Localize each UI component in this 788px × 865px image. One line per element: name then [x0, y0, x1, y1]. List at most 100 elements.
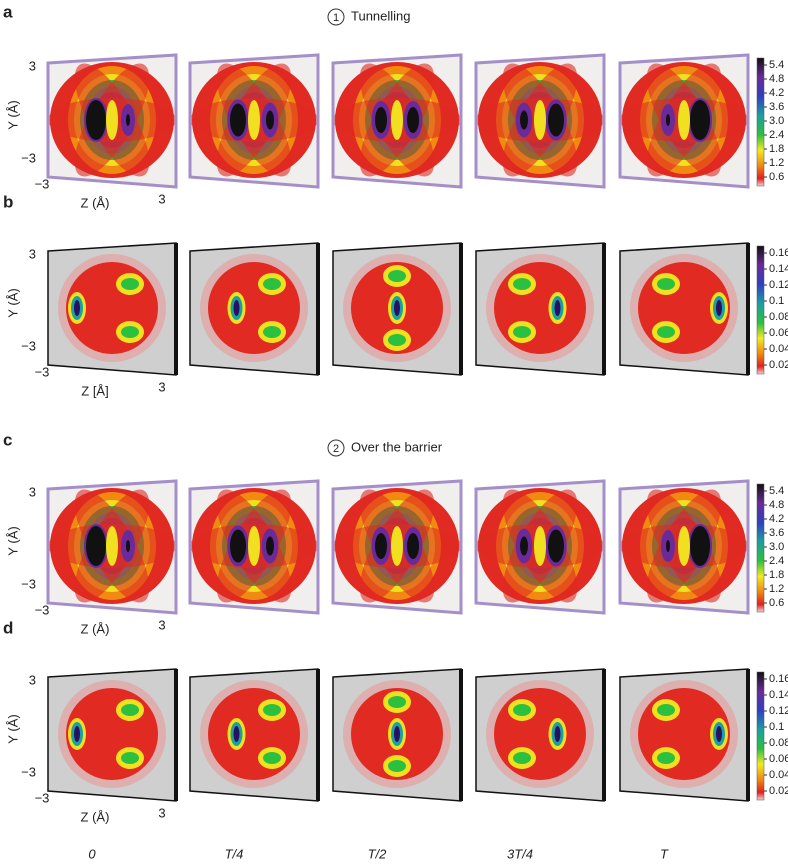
heatmap-spot [388, 270, 406, 282]
y-tick-label: −3 [21, 338, 36, 353]
y-axis-label: Y (Å) [5, 288, 20, 317]
time-label: T/4 [225, 846, 244, 861]
heatmap-panel [190, 481, 318, 613]
y-axis-label: Y (Å) [5, 526, 20, 555]
panel-label: c [3, 430, 12, 449]
x-tick-label: 3 [158, 379, 165, 394]
colorbar-tick-label: 0.16 [769, 673, 788, 685]
x-tick-label: −3 [35, 176, 50, 191]
heatmap-spot [74, 726, 80, 742]
colorbar-tick-label: 3.0 [769, 115, 784, 127]
heatmap-spot [657, 704, 675, 716]
y-tick-label: 3 [29, 58, 36, 73]
heatmap-panel [48, 243, 176, 375]
heatmap-core [126, 540, 130, 552]
heatmap-spot [263, 278, 281, 290]
heatmap-blob [494, 688, 586, 780]
header-title: Over the barrier [351, 439, 443, 454]
colorbar-tick-label: 0.12 [769, 279, 788, 291]
heatmap-panel [333, 481, 461, 613]
colorbar-tick-label: 0.04 [769, 769, 788, 781]
heatmap-core [230, 529, 246, 563]
heatmap-spot [388, 760, 406, 772]
heatmap-center [391, 100, 403, 140]
colorbar-tick-label: 0.02 [769, 785, 788, 797]
heatmap-panel [333, 669, 461, 801]
header-title: Tunnelling [351, 8, 411, 23]
heatmap-spot [388, 696, 406, 708]
heatmap-spot [394, 300, 400, 316]
heatmap-panel [333, 243, 461, 375]
colorbar-tick-label: 0.06 [769, 753, 788, 765]
colorbar-tick-label: 0.14 [769, 263, 788, 275]
x-tick-label: −3 [35, 364, 50, 379]
colorbar-tick-label: 0.06 [769, 327, 788, 339]
panel-frame [188, 53, 320, 189]
heatmap-core [266, 536, 274, 556]
heatmap-panel [476, 669, 604, 801]
heatmap-core [266, 110, 274, 130]
heatmap-panel [620, 481, 748, 613]
colorbar-tick-label: 0.08 [769, 311, 788, 323]
heatmap-core [375, 107, 387, 133]
heatmap-panel [48, 55, 176, 187]
heatmap-spot [263, 752, 281, 764]
heatmap-core [548, 529, 564, 563]
colorbar-tick-label: 0.02 [769, 359, 788, 371]
colorbar-tick-label: 4.8 [769, 499, 784, 511]
heatmap-panel [190, 55, 318, 187]
heatmap-spot [513, 326, 531, 338]
panel-frame [46, 53, 178, 189]
panel-label: b [3, 192, 13, 211]
colorbar-tick-label: 1.2 [769, 157, 784, 169]
heatmap-core [520, 536, 528, 556]
panel-frame [331, 53, 463, 189]
heatmap-spot [657, 752, 675, 764]
x-tick-label: −3 [35, 790, 50, 805]
heatmap-spot [121, 326, 139, 338]
y-axis-label: Y (Å) [5, 100, 20, 129]
heatmap-core [375, 533, 387, 559]
colorbar-tick-label: 1.8 [769, 143, 784, 155]
x-tick-label: 3 [158, 191, 165, 206]
heatmap-spot [121, 752, 139, 764]
time-label: T/2 [368, 846, 388, 861]
heatmap-panel [476, 243, 604, 375]
heatmap-core [690, 100, 710, 140]
header-number: 2 [333, 443, 339, 455]
heatmap-panel [333, 55, 461, 187]
y-tick-label: −3 [21, 576, 36, 591]
heatmap-spot [121, 704, 139, 716]
panel-label: d [3, 618, 13, 637]
heatmap-spot [657, 326, 675, 338]
colorbar [756, 57, 765, 187]
colorbar-tick-label: 0.16 [769, 247, 788, 259]
colorbar-tick-label: 0.14 [769, 689, 788, 701]
heatmap-spot [394, 726, 400, 742]
heatmap-panel [620, 669, 748, 801]
heatmap-core [520, 110, 528, 130]
heatmap-blob [208, 262, 300, 354]
heatmap-spot [657, 278, 675, 290]
panel-frame [618, 479, 750, 615]
time-label: 0 [88, 846, 96, 861]
panel-frame [46, 479, 178, 615]
time-label: T [660, 846, 669, 861]
heatmap-center [534, 526, 546, 566]
colorbar-tick-label: 0.04 [769, 343, 788, 355]
heatmap-spot [716, 300, 722, 316]
y-tick-label: 3 [29, 484, 36, 499]
heatmap-panel [620, 243, 748, 375]
heatmap-core [230, 103, 246, 137]
heatmap-panel [48, 481, 176, 613]
heatmap-blob [494, 262, 586, 354]
heatmap-spot [388, 334, 406, 346]
heatmap-center [678, 100, 690, 140]
x-axis-label: Z [Å] [81, 383, 108, 398]
colorbar-tick-label: 5.4 [769, 59, 784, 71]
x-tick-label: −3 [35, 602, 50, 617]
colorbar-tick-label: 3.0 [769, 541, 784, 553]
colorbar-tick-label: 0.6 [769, 171, 784, 183]
heatmap-spot [513, 704, 531, 716]
